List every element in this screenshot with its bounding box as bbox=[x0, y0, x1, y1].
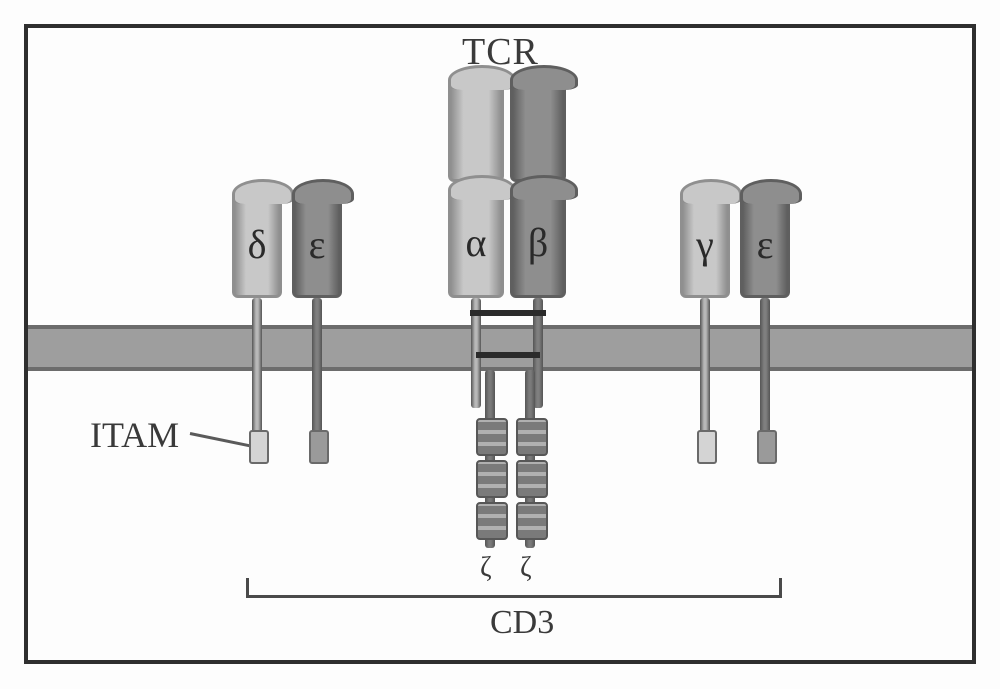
label-cd3: CD3 bbox=[490, 604, 554, 642]
tcr-disulfide-1 bbox=[476, 352, 540, 358]
cd3-gamma-epsilon-left-itam bbox=[697, 430, 717, 464]
cd3-gamma-epsilon-right-itam bbox=[757, 430, 777, 464]
tcr-alpha-c-domain-cap bbox=[448, 175, 516, 200]
tcr-beta-v-domain bbox=[510, 76, 566, 182]
zeta-0-itam-1 bbox=[476, 460, 508, 498]
tcr-disulfide-0 bbox=[470, 310, 546, 316]
cd3-delta-epsilon-left-domain-cap bbox=[232, 179, 294, 204]
tcr-beta-c-domain-label: β bbox=[513, 219, 563, 266]
zeta-1-itam-1 bbox=[516, 460, 548, 498]
cd3-delta-epsilon-right-domain: ε bbox=[292, 190, 342, 298]
tcr-alpha-c-domain: α bbox=[448, 186, 504, 298]
tcr-beta-c-domain-cap bbox=[510, 175, 578, 200]
zeta-0-itam-2 bbox=[476, 502, 508, 540]
cd3-delta-epsilon-right-itam bbox=[309, 430, 329, 464]
cd3-delta-epsilon-right-domain-cap bbox=[292, 179, 354, 204]
tcr-beta-c-domain: β bbox=[510, 186, 566, 298]
cd3-delta-epsilon-left-domain: δ bbox=[232, 190, 282, 298]
cd3-gamma-epsilon-left-domain: γ bbox=[680, 190, 730, 298]
tcr-beta-v-domain-cap bbox=[510, 65, 578, 90]
zeta-1-itam-0 bbox=[516, 418, 548, 456]
cell-membrane bbox=[28, 325, 972, 371]
cd3-gamma-epsilon-right-domain-cap bbox=[740, 179, 802, 204]
label-itam: ITAM bbox=[90, 414, 179, 456]
zeta-0-itam-0 bbox=[476, 418, 508, 456]
cd3-delta-epsilon-right-domain-label: ε bbox=[295, 221, 339, 268]
tcr-alpha-c-domain-label: α bbox=[451, 219, 501, 266]
cd3-delta-epsilon-left-domain-label: δ bbox=[235, 221, 279, 268]
cd3-gamma-epsilon-left-domain-label: γ bbox=[683, 221, 727, 268]
zeta-1-itam-2 bbox=[516, 502, 548, 540]
diagram-stage: TCR ITAM α β δε γε ζ ζ CD3 bbox=[0, 0, 1000, 689]
cd3-bracket bbox=[246, 578, 782, 598]
tcr-alpha-v-domain-cap bbox=[448, 65, 516, 90]
cd3-delta-epsilon-left-itam bbox=[249, 430, 269, 464]
cd3-gamma-epsilon-right-domain-label: ε bbox=[743, 221, 787, 268]
cd3-gamma-epsilon-left-domain-cap bbox=[680, 179, 742, 204]
cd3-gamma-epsilon-right-domain: ε bbox=[740, 190, 790, 298]
tcr-alpha-v-domain bbox=[448, 76, 504, 182]
